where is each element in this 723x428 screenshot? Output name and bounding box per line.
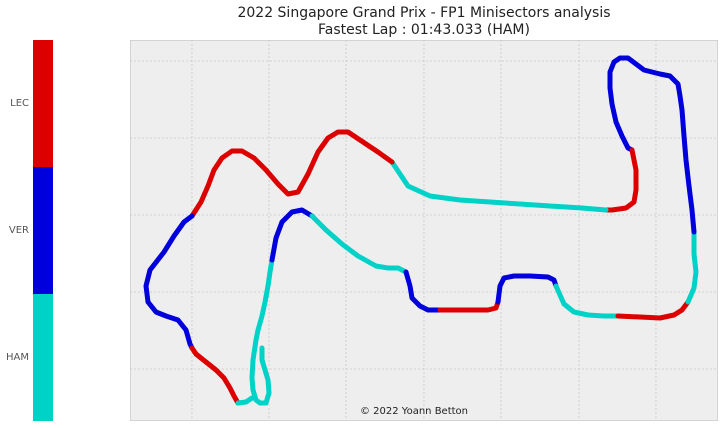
colorbar-segment-lec [33, 40, 53, 167]
minisector-12-ham [389, 159, 609, 213]
colorbar-segment-ham [33, 294, 53, 421]
minisector-7-ham [553, 283, 621, 319]
minisector-2-ver [269, 207, 315, 263]
chart-title: 2022 Singapore Grand Prix - FP1 Minisect… [130, 5, 718, 39]
colorbar-segment-ver [33, 167, 53, 294]
driver-colorbar [33, 40, 53, 421]
track-line [143, 55, 699, 406]
minisector-1-ham [249, 257, 275, 406]
minisector-11-lec [603, 147, 639, 213]
chart-subtitle-line: Fastest Lap : 01:43.033 (HAM) [318, 22, 530, 38]
minisector-13-lec [189, 129, 395, 219]
minisector-6-ver [495, 273, 559, 305]
minisector-16-ham [235, 395, 255, 406]
chart-credit: © 2022 Yoann Betton [360, 406, 468, 417]
colorbar-label-ham: HAM [6, 352, 29, 363]
minisector-8-lec [615, 299, 691, 321]
colorbar-label-ver: VER [8, 225, 29, 236]
minisector-4-ver [403, 269, 443, 313]
minisector-10-ver [607, 55, 697, 235]
minisector-5-lec [437, 299, 501, 313]
track-map-plot [130, 40, 718, 421]
minisector-15-lec [189, 345, 241, 406]
minisector-14-ver [143, 213, 195, 351]
chart-title-line: 2022 Singapore Grand Prix - FP1 Minisect… [237, 5, 611, 21]
minisector-9-ham [685, 229, 699, 305]
minisector-3-ham [309, 213, 409, 275]
colorbar-label-lec: LEC [10, 98, 29, 109]
